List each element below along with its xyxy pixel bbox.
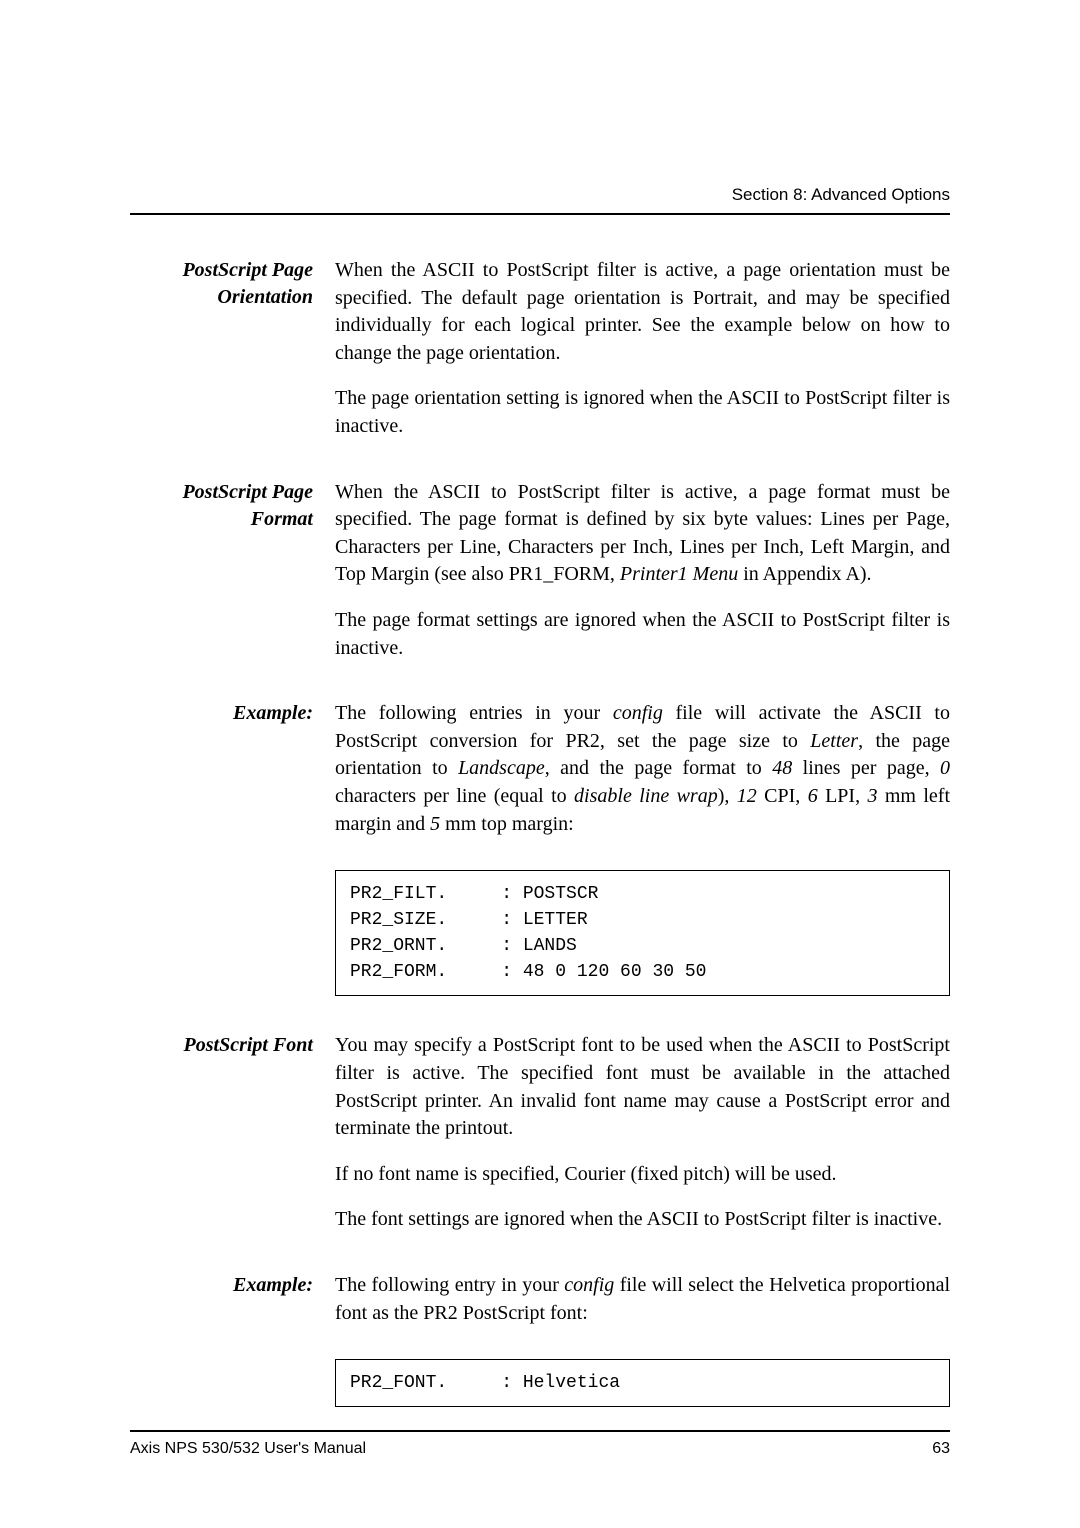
font-label: PostScript Font xyxy=(130,1032,335,1252)
text: LPI, xyxy=(818,785,868,807)
paragraph: The page orientation setting is ignored … xyxy=(335,385,950,440)
font-body: You may specify a PostScript font to be … xyxy=(335,1032,950,1252)
italic-text: 0 xyxy=(940,757,950,779)
example1-body: The following entries in your config fil… xyxy=(335,700,950,856)
italic-text: config xyxy=(613,702,663,724)
label-text: Orientation xyxy=(217,286,313,308)
text: , and the page format to xyxy=(545,757,773,779)
example1-label: Example: xyxy=(130,700,335,856)
example2-body: The following entry in your config file … xyxy=(335,1272,950,1345)
codebox-col: PR2_FILT. : POSTSCR PR2_SIZE. : LETTER P… xyxy=(335,866,950,996)
label-text: PostScript Page xyxy=(182,481,313,503)
text: The following entry in your xyxy=(335,1274,564,1296)
page-footer: Axis NPS 530/532 User's Manual 63 xyxy=(130,1430,950,1458)
paragraph: You may specify a PostScript font to be … xyxy=(335,1032,950,1142)
paragraph: When the ASCII to PostScript filter is a… xyxy=(335,257,950,367)
text: lines per page, xyxy=(792,757,940,779)
orientation-label: PostScript Page Orientation xyxy=(130,257,335,459)
paragraph: The page format settings are ignored whe… xyxy=(335,607,950,662)
italic-text: Printer1 Menu xyxy=(620,563,738,585)
text: ), xyxy=(718,785,737,807)
text: characters per line (equal to xyxy=(335,785,574,807)
italic-text: Letter xyxy=(810,730,858,752)
paragraph: The following entry in your config file … xyxy=(335,1272,950,1327)
italic-text: disable line wrap xyxy=(574,785,718,807)
example2-label: Example: xyxy=(130,1272,335,1345)
empty-label xyxy=(130,866,335,996)
text: mm top margin: xyxy=(440,813,574,835)
italic-text: 3 xyxy=(867,785,877,807)
text: The following entries in your xyxy=(335,702,613,724)
page-content: Section 8: Advanced Options PostScript P… xyxy=(0,0,1080,1407)
section-header: Section 8: Advanced Options xyxy=(130,185,950,215)
footer-right: 63 xyxy=(932,1440,950,1458)
label-text: PostScript Page xyxy=(182,259,313,281)
text: CPI, xyxy=(757,785,808,807)
italic-text: config xyxy=(564,1274,614,1296)
section-example1: Example: The following entries in your c… xyxy=(130,700,950,856)
label-text: Format xyxy=(251,508,313,530)
italic-text: 48 xyxy=(772,757,792,779)
paragraph: The font settings are ignored when the A… xyxy=(335,1206,950,1234)
section-title: Section 8: Advanced Options xyxy=(732,185,950,204)
label-text: Example: xyxy=(233,1274,313,1296)
code-block: PR2_FILT. : POSTSCR PR2_SIZE. : LETTER P… xyxy=(335,870,950,996)
format-label: PostScript Page Format xyxy=(130,479,335,681)
text: in Appendix A). xyxy=(738,563,871,585)
format-body: When the ASCII to PostScript filter is a… xyxy=(335,479,950,681)
italic-text: 12 xyxy=(737,785,757,807)
footer-left: Axis NPS 530/532 User's Manual xyxy=(130,1440,366,1458)
codebox-col: PR2_FONT. : Helvetica xyxy=(335,1355,950,1407)
codebox-row: PR2_FONT. : Helvetica xyxy=(130,1355,950,1407)
italic-text: 5 xyxy=(430,813,440,835)
paragraph: The following entries in your config fil… xyxy=(335,700,950,838)
codebox-row: PR2_FILT. : POSTSCR PR2_SIZE. : LETTER P… xyxy=(130,866,950,996)
orientation-body: When the ASCII to PostScript filter is a… xyxy=(335,257,950,459)
code-block: PR2_FONT. : Helvetica xyxy=(335,1359,950,1407)
paragraph: When the ASCII to PostScript filter is a… xyxy=(335,479,950,589)
label-text: Example: xyxy=(233,702,313,724)
italic-text: Landscape xyxy=(458,757,545,779)
paragraph: If no font name is specified, Courier (f… xyxy=(335,1161,950,1189)
section-font: PostScript Font You may specify a PostSc… xyxy=(130,1032,950,1252)
empty-label xyxy=(130,1355,335,1407)
section-example2: Example: The following entry in your con… xyxy=(130,1272,950,1345)
label-text: PostScript Font xyxy=(184,1034,313,1056)
italic-text: 6 xyxy=(808,785,818,807)
section-orientation: PostScript Page Orientation When the ASC… xyxy=(130,257,950,459)
section-format: PostScript Page Format When the ASCII to… xyxy=(130,479,950,681)
